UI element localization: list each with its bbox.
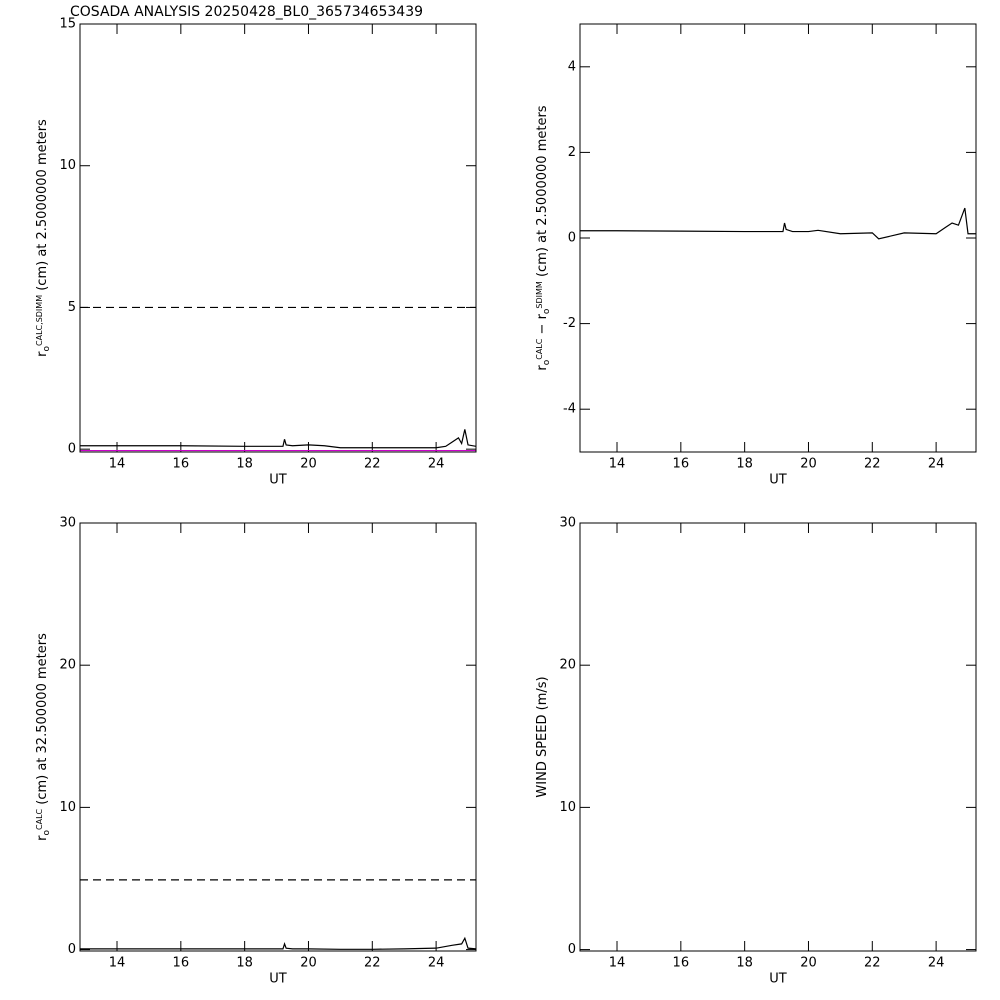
y-axis-label: roCALC (cm) at 32.500000 meters — [35, 633, 53, 841]
plot-area — [580, 207, 976, 240]
plot-area — [80, 306, 476, 452]
y-axis-label-part: r — [35, 351, 50, 357]
plot-frame — [79, 23, 477, 453]
plot-frame — [579, 522, 977, 952]
panel: 14 16 18 20 22 24 0 10 20 30 UT WIND SPEED (m/s) — [535, 516, 977, 987]
x-tick-label: 22 — [864, 457, 881, 472]
x-tick-label: 18 — [736, 956, 753, 971]
x-tick-label: 24 — [928, 956, 945, 971]
panel: 14 16 18 20 22 24 0 10 20 30 UT roCALC (cm) at 32.5… — [35, 516, 477, 987]
x-tick-label: 22 — [864, 956, 881, 971]
x-tick-label: 16 — [173, 956, 190, 971]
y-tick-label: 10 — [59, 158, 76, 173]
x-tick-label: 18 — [236, 956, 253, 971]
y-axis-label-part: o — [42, 345, 52, 351]
y-axis-label-part: CALC — [535, 338, 544, 360]
y-axis-label: roCALC,SDIMM (cm) at 2.5000000 meters — [35, 119, 53, 357]
y-axis-label-part: CALC — [35, 808, 44, 830]
y-axis-label-part: − r — [535, 313, 550, 338]
y-tick-label: 5 — [68, 300, 76, 315]
y-axis-label-part: (cm) at 2.5000000 meters — [35, 119, 50, 295]
x-tick-label: 24 — [928, 457, 945, 472]
x-tick-label: 14 — [109, 457, 126, 472]
y-axis-label-part: r — [535, 365, 550, 371]
y-axis-label-part: (cm) at 2.5000000 meters — [535, 105, 550, 281]
x-tick-label: 14 — [609, 457, 626, 472]
y-tick-label: 0 — [568, 942, 576, 957]
y-tick-label: 10 — [559, 800, 576, 815]
x-tick-label: 20 — [800, 457, 817, 472]
y-tick-label: -2 — [563, 316, 576, 331]
y-tick-label: 20 — [559, 658, 576, 673]
y-axis-label-part: r — [35, 835, 50, 841]
x-tick-label: 16 — [173, 457, 190, 472]
x-tick-label: 24 — [428, 457, 445, 472]
y-axis-label-part: o — [542, 308, 552, 314]
x-tick-label: 20 — [300, 956, 317, 971]
x-tick-label: 16 — [673, 956, 690, 971]
y-tick-label: 30 — [559, 516, 576, 531]
x-tick-label: 16 — [673, 457, 690, 472]
y-tick-label: 0 — [68, 442, 76, 457]
y-tick-label: 4 — [568, 59, 576, 74]
x-axis-label: UT — [769, 972, 787, 987]
x-tick-label: 20 — [800, 956, 817, 971]
x-tick-label: 22 — [364, 457, 381, 472]
y-axis-label: roCALC − roSDIMM (cm) at 2.5000000 meter… — [535, 105, 553, 370]
y-tick-label: 30 — [59, 516, 76, 531]
x-tick-label: 14 — [109, 956, 126, 971]
y-axis-label-part: o — [542, 359, 552, 365]
y-tick-label: -4 — [563, 402, 576, 417]
plot-frame — [579, 23, 977, 453]
data-line — [80, 936, 476, 950]
plot-area — [80, 879, 476, 950]
y-axis-label-part: WIND SPEED (m/s) — [535, 676, 550, 797]
x-axis-label: UT — [769, 473, 787, 488]
y-tick-label: 15 — [59, 17, 76, 32]
data-line — [580, 207, 976, 240]
y-tick-label: 2 — [568, 145, 576, 160]
y-tick-label: 0 — [568, 231, 576, 246]
y-axis-label-part: CALC,SDIMM — [35, 295, 44, 346]
x-axis-label: UT — [269, 972, 287, 987]
y-tick-label: 20 — [59, 658, 76, 673]
y-tick-label: 0 — [68, 942, 76, 957]
x-tick-label: 14 — [609, 956, 626, 971]
x-tick-label: 24 — [428, 956, 445, 971]
panel: COSADA ANALYSIS 20250428_BL0_36573465343… — [35, 4, 477, 488]
y-axis-label-part: o — [42, 830, 52, 836]
y-axis-label-part: SDIMM — [535, 281, 544, 309]
x-axis-label: UT — [269, 473, 287, 488]
plot-frame — [79, 522, 477, 952]
chart-title: COSADA ANALYSIS 20250428_BL0_36573465343… — [70, 4, 423, 20]
y-axis-label: WIND SPEED (m/s) — [535, 676, 550, 797]
x-tick-label: 18 — [236, 457, 253, 472]
x-tick-label: 22 — [364, 956, 381, 971]
y-axis-label-part: (cm) at 32.500000 meters — [35, 633, 50, 809]
y-tick-label: 10 — [59, 800, 76, 815]
x-tick-label: 20 — [300, 457, 317, 472]
x-tick-label: 18 — [736, 457, 753, 472]
data-line — [80, 429, 476, 449]
